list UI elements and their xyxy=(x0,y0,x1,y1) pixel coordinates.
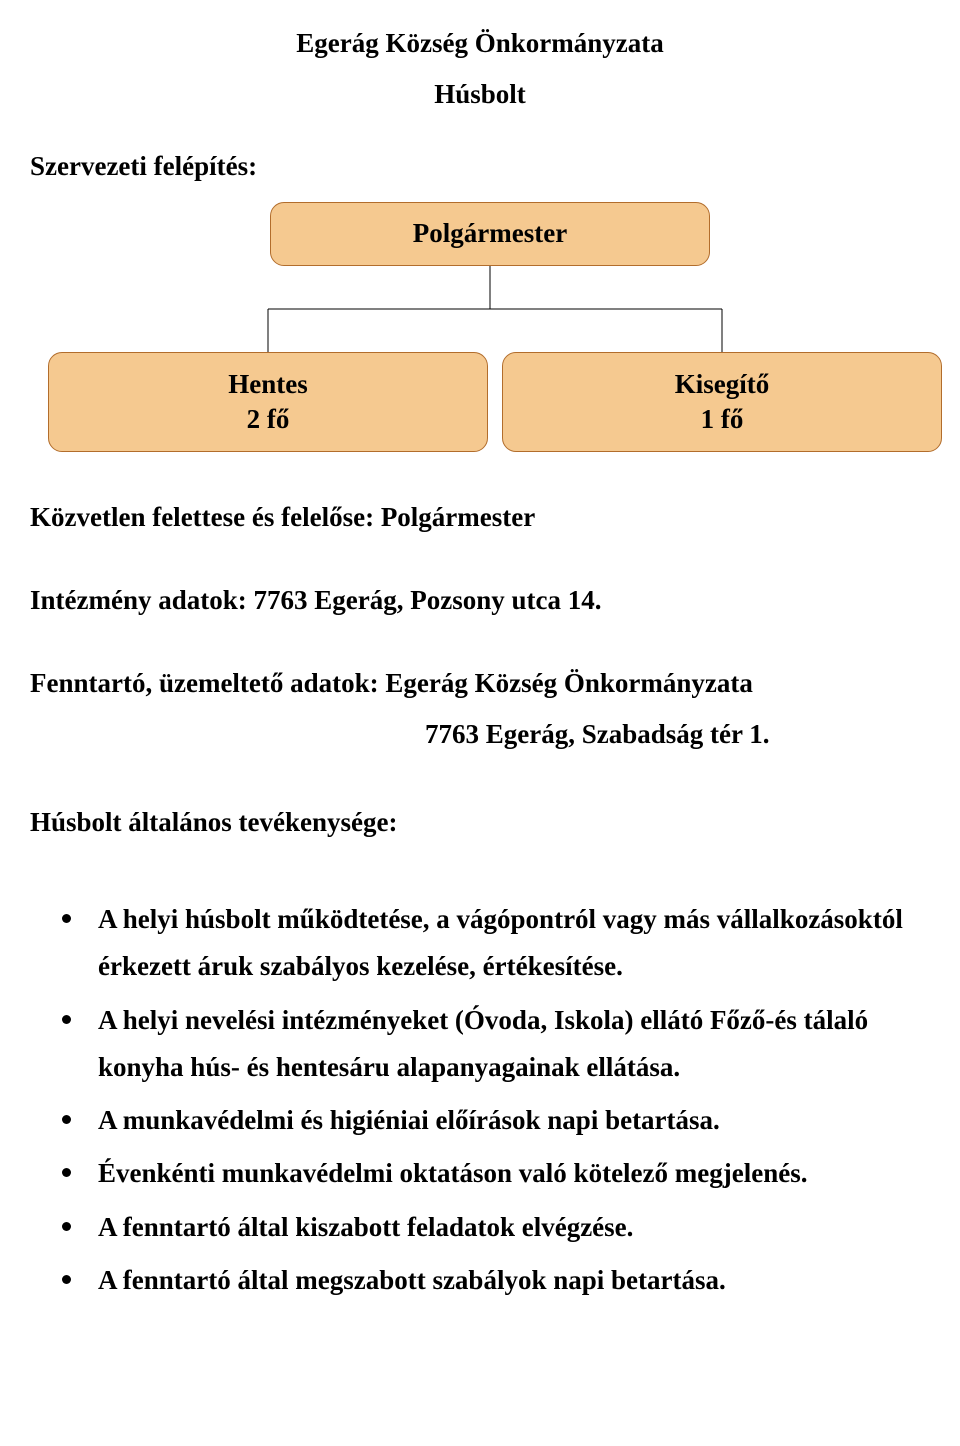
org-node-right: Kisegítő1 fő xyxy=(502,352,942,452)
maintainer-line-2: 7763 Egerág, Szabadság tér 1. xyxy=(30,709,770,760)
org-node-label: Kisegítő xyxy=(503,367,941,402)
list-item: Évenkénti munkavédelmi oktatáson való kö… xyxy=(48,1150,930,1197)
maintainer-line-1: Fenntartó, üzemeltető adatok: Egerág Köz… xyxy=(30,668,753,698)
list-item: A fenntartó által megszabott szabályok n… xyxy=(48,1257,930,1304)
list-item: A munkavédelmi és higiéniai előírások na… xyxy=(48,1097,930,1144)
maintainer-paragraph: Fenntartó, üzemeltető adatok: Egerág Köz… xyxy=(30,658,930,761)
list-item: A helyi nevelési intézményeket (Óvoda, I… xyxy=(48,997,930,1092)
title-line-2: Húsbolt xyxy=(30,69,930,120)
org-node-label: Hentes xyxy=(49,367,487,402)
org-chart: PolgármesterHentes2 főKisegítő1 fő xyxy=(30,202,930,462)
institution-paragraph: Intézmény adatok: 7763 Egerág, Pozsony u… xyxy=(30,575,930,626)
title-block: Egerág Község Önkormányzata Húsbolt xyxy=(30,18,930,121)
title-line-1: Egerág Község Önkormányzata xyxy=(30,18,930,69)
org-node-label: 1 fő xyxy=(503,402,941,437)
org-node-label: Polgármester xyxy=(271,216,709,251)
activities-heading: Húsbolt általános tevékenysége: xyxy=(30,797,930,848)
activities-list: A helyi húsbolt működtetése, a vágópontr… xyxy=(48,896,930,1304)
org-node-label: 2 fő xyxy=(49,402,487,437)
document-page: Egerág Község Önkormányzata Húsbolt Szer… xyxy=(0,0,960,1370)
list-item: A fenntartó által kiszabott feladatok el… xyxy=(48,1204,930,1251)
org-node-root: Polgármester xyxy=(270,202,710,266)
org-structure-heading: Szervezeti felépítés: xyxy=(30,151,930,182)
supervisor-paragraph: Közvetlen felettese és felelőse: Polgárm… xyxy=(30,492,930,543)
list-item: A helyi húsbolt működtetése, a vágópontr… xyxy=(48,896,930,991)
org-node-left: Hentes2 fő xyxy=(48,352,488,452)
